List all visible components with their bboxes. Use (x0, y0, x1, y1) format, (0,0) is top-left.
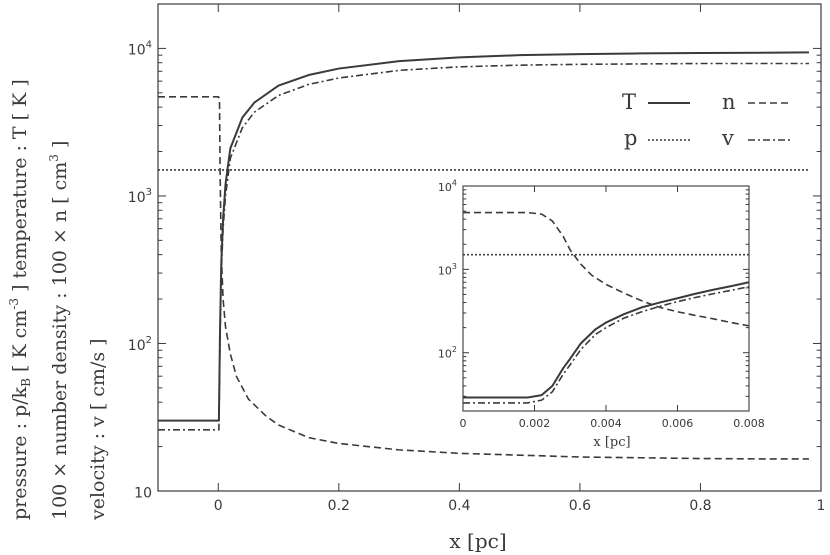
main-plot-frame (157, 3, 822, 492)
inset-series-n-line (463, 211, 750, 327)
legend-label-p: p (624, 126, 637, 150)
inset-series-T-line (463, 281, 750, 399)
legend-label-n: n (722, 90, 736, 114)
x-axis-label: x [pc] (449, 529, 506, 553)
main-y-tick-label: 102 (128, 335, 152, 354)
legend-label-v: v (721, 126, 734, 150)
main-y-tick-label: 104 (128, 40, 152, 59)
main-y-tick-label: 103 (128, 187, 152, 206)
y-axis-label-line-3: velocity : v [ cm/s ] (87, 338, 109, 521)
main-axis-ticks: 0 0.2 0.4 0.6 0.8 1 10 102 103 104 (128, 3, 826, 514)
main-x-tick-label: 1 (817, 498, 826, 514)
inset-x-tick-label: 0.008 (733, 417, 765, 430)
main-series-group (158, 51, 809, 460)
main-x-tick-label: 0.6 (569, 498, 591, 514)
y-axis-label: pressure : p/kB [ K cm-3 ] temperature :… (7, 79, 109, 521)
inset-x-tick-label: 0.004 (590, 417, 622, 430)
inset-y-tick-label: 104 (438, 178, 457, 194)
inset-x-axis-label: x [pc] (593, 435, 630, 450)
inset-y-tick-label: 103 (438, 262, 457, 278)
main-x-tick-label: 0.4 (448, 498, 470, 514)
inset-x-tick-label: 0.002 (519, 417, 551, 430)
main-y-tick-label: 10 (134, 485, 152, 501)
inset-series-group (463, 211, 750, 404)
inset-x-tick-label: 0.006 (662, 417, 694, 430)
main-series-n-line (158, 95, 809, 460)
y-axis-label-line-2: 100 × number density : 100 × n [ cm3 ] (47, 141, 71, 520)
legend: T n p v (622, 90, 792, 150)
y-axis-label-line-1: pressure : p/kB [ K cm-3 ] temperature :… (7, 79, 33, 520)
inset-x-tick-label: 0 (460, 417, 467, 430)
inset-axis-ticks: 0 0.002 0.004 0.006 0.008 102 103 104 (438, 178, 765, 430)
main-x-tick-label: 0.8 (689, 498, 711, 514)
main-x-tick-label: 0 (214, 498, 223, 514)
inset-plot-background (463, 186, 749, 411)
inset-y-tick-label: 102 (438, 345, 457, 361)
main-x-tick-label: 0.2 (328, 498, 350, 514)
legend-label-T: T (622, 90, 636, 114)
